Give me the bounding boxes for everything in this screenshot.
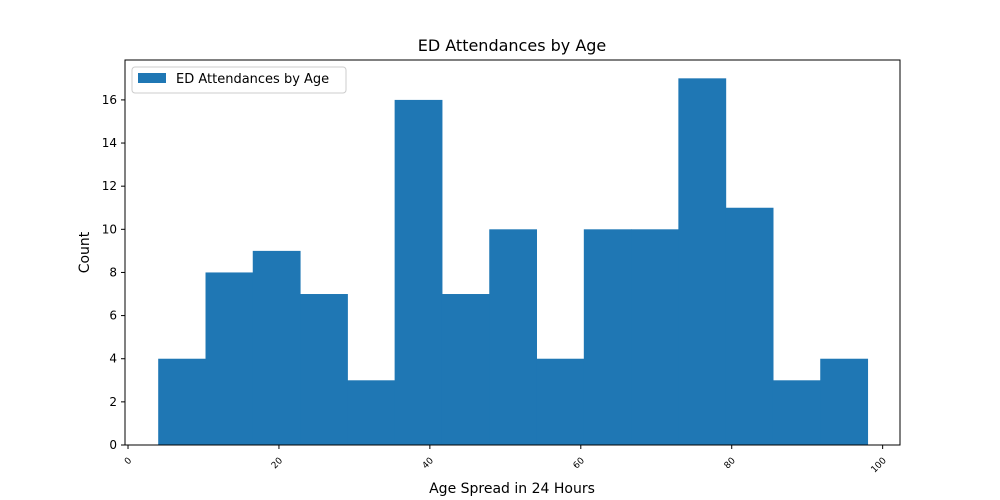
histogram-bar: [772, 380, 821, 445]
y-tick-label: 6: [109, 309, 117, 323]
legend-label: ED Attendances by Age: [176, 72, 329, 87]
histogram-bar: [158, 358, 207, 445]
y-tick-label: 0: [109, 438, 117, 452]
x-tick-label: 80: [723, 456, 738, 471]
legend: ED Attendances by Age: [131, 66, 347, 94]
y-tick-label: 4: [109, 352, 117, 366]
x-tick-label: 0: [123, 456, 134, 467]
y-tick-label: 10: [102, 222, 117, 236]
y-tick-label: 8: [109, 265, 117, 279]
histogram-bar: [300, 294, 348, 445]
plot-frame: [124, 59, 901, 446]
histogram-bar: [205, 272, 254, 445]
histogram-bar: [252, 250, 301, 445]
histogram-bar: [394, 99, 443, 445]
y-tick-label: 14: [102, 136, 117, 150]
histogram-bar: [725, 207, 774, 445]
histogram-bar: [441, 294, 490, 445]
legend-swatch: [138, 73, 166, 83]
chart-title: ED Attendances by Age: [418, 36, 607, 55]
histogram-bar: [347, 380, 396, 445]
y-axis-ticks: 0 2 4 6 8 10 12 14 16: [102, 93, 125, 452]
histogram-bar: [820, 358, 869, 445]
histogram-bar: [536, 358, 585, 445]
x-axis-title: Age Spread in 24 Hours: [429, 481, 595, 497]
histogram-bar: [678, 78, 727, 445]
histogram-bar: [489, 229, 537, 445]
x-tick-label: 20: [270, 456, 285, 471]
x-axis-ticks: 0 20 40 60 80 100: [123, 445, 889, 475]
x-tick-label: 40: [421, 456, 436, 471]
x-tick-label: 60: [572, 456, 587, 471]
histogram-bar: [583, 229, 632, 445]
legend-box: [131, 66, 347, 94]
y-tick-label: 12: [102, 179, 117, 193]
y-tick-label: 16: [102, 93, 117, 107]
y-tick-label: 2: [109, 395, 117, 409]
x-tick-label: 100: [870, 456, 889, 475]
bars-group: [158, 78, 869, 445]
histogram-bar: [631, 229, 679, 445]
y-axis-title: Count: [77, 231, 93, 273]
